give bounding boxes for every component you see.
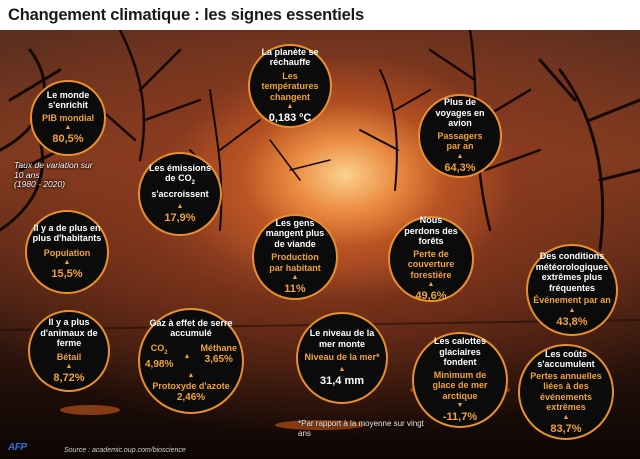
source-credit: Source : academic.oup.com/bioscience [64,447,186,454]
bubble-title: Les coûts s'accumulent [537,348,595,370]
bubble-indicator: Perte de couverture forestière [407,248,455,280]
note-taux-text: Taux de variation sur 10 ans [14,160,93,180]
up-triangle-icon: ▲ [183,352,191,360]
page-title: Changement climatique : les signes essen… [8,6,364,24]
gaz-protoxyde-value: 2,46% [176,392,206,404]
up-triangle-icon: ▲ [286,103,294,111]
bubble-monde-enrichit: Le monde s'enrichit PIB mondial ▲ 80,5% [30,80,106,156]
afp-logo: AFP [8,442,27,453]
gaz-methane: Méthane 3,65% [200,343,237,371]
bubble-calottes-glaciaires: Les calottes glaciaires fondent Minimum … [412,332,508,428]
gaz-methane-value: 3,65% [204,354,233,366]
gaz-co2-label-text: CO [150,342,165,353]
bubble-viande: Les gens mangent plus de viande Producti… [252,214,338,300]
co2-title-part: s'accroissent [151,188,209,199]
bubble-title: Gaz à effet de serre accumulé [149,317,233,339]
bubble-value: 8,72% [53,372,85,384]
bubble-title: Le monde s'enrichit [46,89,90,111]
bubble-value: 43,8% [556,315,588,328]
bubble-title: Les émissions de CO2 s'accroissent [145,163,215,199]
bubble-habitants: Il y a de plus en plus d'habitants Popul… [25,210,109,294]
bubble-planete-rechauffe: La planète se réchauffe Les températures… [248,44,332,128]
up-triangle-icon: ▲ [65,363,73,370]
footnote: *Par rapport à la moyenne sur vingt ans [298,419,424,438]
up-triangle-icon: ▲ [63,259,71,267]
note-taux: Taux de variation sur 10 ans (1980 - 202… [14,160,94,190]
bubble-title: Les calottes glaciaires fondent [433,336,487,367]
bubble-title: Plus de voyages en avion [435,97,485,129]
bubble-value: 49,6% [415,290,447,302]
bubble-indicator: Niveau de la mer* [304,352,380,363]
bubble-value: -11,7% [442,411,478,423]
bubble-value: 64,3% [444,161,476,174]
bubble-value: 15,5% [51,268,83,281]
co2-subscript: 2 [191,180,195,187]
bubble-value: 80,5% [52,133,84,146]
gaz-co2: CO2 4,98% [145,343,173,371]
co2-title-part: Les émissions de CO [148,162,212,184]
infographic-scene: Le monde s'enrichit PIB mondial ▲ 80,5% … [0,30,640,459]
up-triangle-icon: ▲ [187,371,195,379]
bubble-forets: Nous perdons des forêts Perte de couvert… [388,215,474,302]
up-triangle-icon: ▲ [291,274,299,282]
bubble-meteo-extremes: Des conditions météorologiques extrêmes … [526,244,618,336]
bubble-indicator: Événement par an [533,295,611,306]
bubble-couts: Les coûts s'accumulent Pertes annuelles … [518,344,614,440]
bubble-indicator: Minimum de glace de mer arctique [432,369,488,401]
bubble-indicator: Passagers par an [437,130,483,152]
bubble-gaz-effet-serre: Gaz à effet de serre accumulé CO2 4,98% … [138,308,244,414]
gaz-co2-value: 4,98% [145,358,174,370]
bubble-indicator: PIB mondial [41,112,94,123]
bubble-title: Le niveau de la mer monte [309,328,375,349]
gaz-row: CO2 4,98% ▲ Méthane 3,65% [145,343,237,371]
note-periode: (1980 - 2020) [14,179,66,189]
bubble-indicator: Pertes annuelles liées à des événements … [530,370,602,413]
up-triangle-icon: ▲ [568,306,576,314]
up-triangle-icon: ▲ [64,124,72,132]
bubble-voyages-avion: Plus de voyages en avion Passagers par a… [418,94,502,178]
bubble-indicator: Bétail [56,351,82,362]
bubble-title: Les gens mangent plus de viande [265,217,325,249]
bubble-animaux-ferme: Il y a plus d'animaux de ferme Bétail ▲ … [28,310,110,392]
bubble-title: Il y a plus d'animaux de ferme [40,317,98,348]
bubble-niveau-mer: Le niveau de la mer monte Niveau de la m… [296,312,388,404]
bubble-title: Nous perdons des forêts [404,215,458,246]
gaz-protoxyde-label: Protoxyde d'azote [152,380,230,391]
title-bar: Changement climatique : les signes essen… [0,0,640,30]
bubble-value: 83,7% [550,422,582,435]
bubble-title: La planète se réchauffe [261,46,319,68]
up-triangle-icon: ▲ [427,281,435,288]
bubble-emissions-co2: Les émissions de CO2 s'accroissent ▲ 17,… [138,152,222,236]
gaz-co2-label: CO2 [151,343,168,358]
bubble-indicator: Production par habitant [269,252,321,273]
bubble-value: 17,9% [164,212,196,225]
bubble-value: 31,4 mm [319,374,365,387]
bubble-value: 0,183 ºC [268,112,312,125]
bubble-indicator: Population [43,247,91,258]
gaz-methane-label: Méthane [200,342,237,353]
up-triangle-icon: ▲ [456,152,464,160]
down-triangle-icon: ▼ [456,402,464,409]
bubble-value: 11% [284,283,306,296]
bubble-title: Des conditions météorologiques extrêmes … [535,251,609,293]
bubble-title: Il y a de plus en plus d'habitants [32,222,102,244]
up-triangle-icon: ▲ [338,365,346,373]
up-triangle-icon: ▲ [176,203,184,211]
up-triangle-icon: ▲ [562,413,570,421]
bubble-indicator: Les températures changent [261,70,319,102]
co2-subscript: 2 [164,349,168,356]
